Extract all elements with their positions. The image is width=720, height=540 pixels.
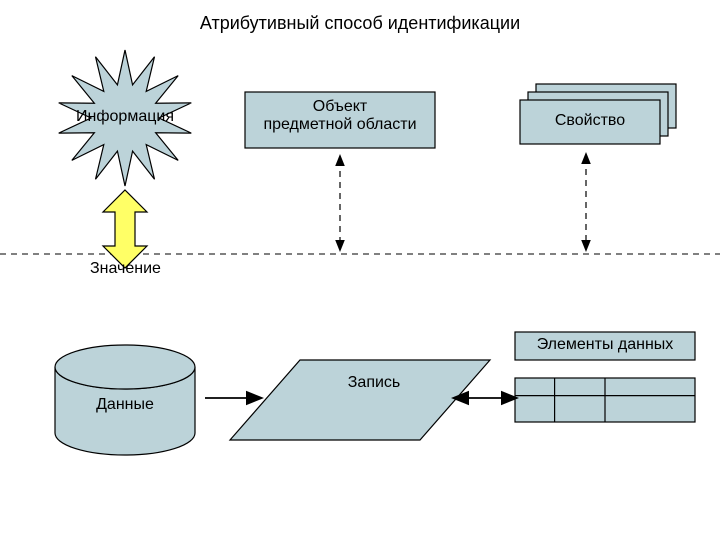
yellow-double-arrow — [103, 190, 147, 268]
label-data: Данные — [55, 396, 195, 414]
label-info: Информация — [55, 108, 195, 126]
label-elements: Элементы данных — [515, 336, 695, 354]
node-record — [230, 360, 490, 440]
label-property: Свойство — [520, 112, 660, 130]
diagram-title: Атрибутивный способ идентификации — [0, 13, 720, 34]
label-meaning: Значение — [90, 260, 161, 278]
label-record: Запись — [304, 374, 444, 392]
label-object: Объект предметной области — [245, 98, 435, 134]
